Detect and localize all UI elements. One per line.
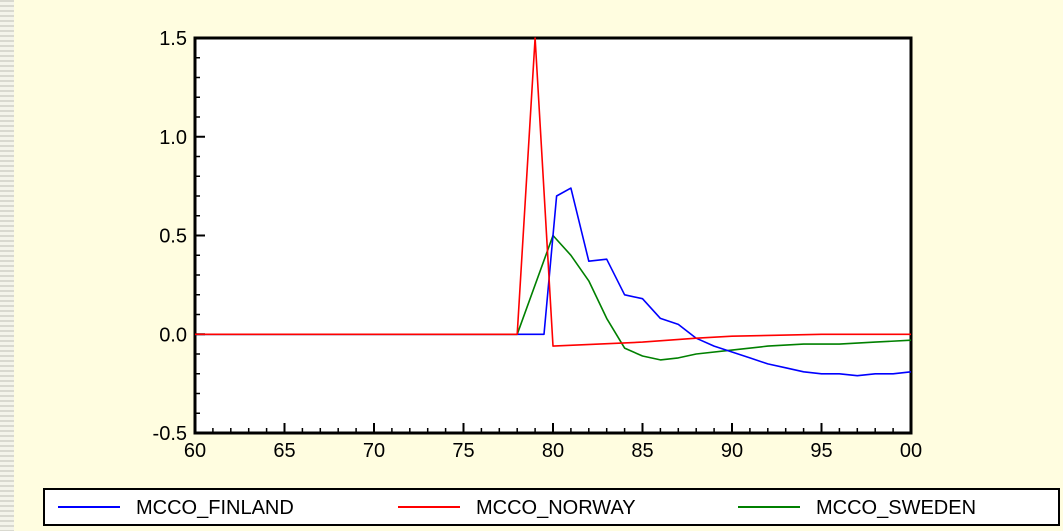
axis-ticks: 1.5 1.0 0.5 0.0 -0.560 65 70 75 80 85 90 95 00 bbox=[153, 28, 923, 462]
x-tick-label: 80 bbox=[542, 440, 564, 462]
legend: MCCO_FINLAND MCCO_NORWAY MCCO_SWEDEN bbox=[43, 488, 1060, 526]
y-tick-label: 1.0 bbox=[159, 127, 187, 149]
legend-box bbox=[43, 488, 1060, 526]
legend-label: MCCO_NORWAY bbox=[476, 497, 636, 519]
y-tick-label: 0.0 bbox=[159, 324, 187, 346]
y-tick-label: 0.5 bbox=[159, 226, 187, 248]
x-tick-label: 65 bbox=[273, 440, 295, 462]
x-tick-label: 70 bbox=[363, 440, 385, 462]
window-edge-strip bbox=[0, 0, 14, 531]
legend-label: MCCO_FINLAND bbox=[136, 497, 294, 519]
x-tick-label: 75 bbox=[452, 440, 474, 462]
series-line-mcco-norway bbox=[195, 37, 911, 347]
series-lines bbox=[195, 37, 912, 377]
y-tick-label: -0.5 bbox=[153, 423, 187, 445]
legend-label: MCCO_SWEDEN bbox=[816, 497, 976, 519]
x-tick-label: 85 bbox=[631, 440, 653, 462]
x-tick-label: 95 bbox=[810, 440, 832, 462]
y-tick-label: 1.5 bbox=[159, 28, 187, 50]
series-line-mcco-sweden bbox=[195, 234, 912, 361]
x-tick-label: 00 bbox=[900, 440, 922, 462]
x-tick-label: 60 bbox=[184, 440, 206, 462]
x-tick-label: 90 bbox=[721, 440, 743, 462]
series-line-mcco-finland bbox=[195, 187, 912, 377]
